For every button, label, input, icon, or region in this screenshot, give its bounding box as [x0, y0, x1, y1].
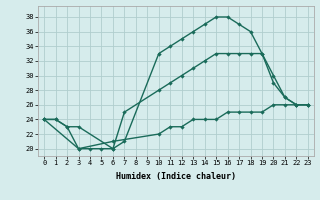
X-axis label: Humidex (Indice chaleur): Humidex (Indice chaleur)	[116, 172, 236, 181]
